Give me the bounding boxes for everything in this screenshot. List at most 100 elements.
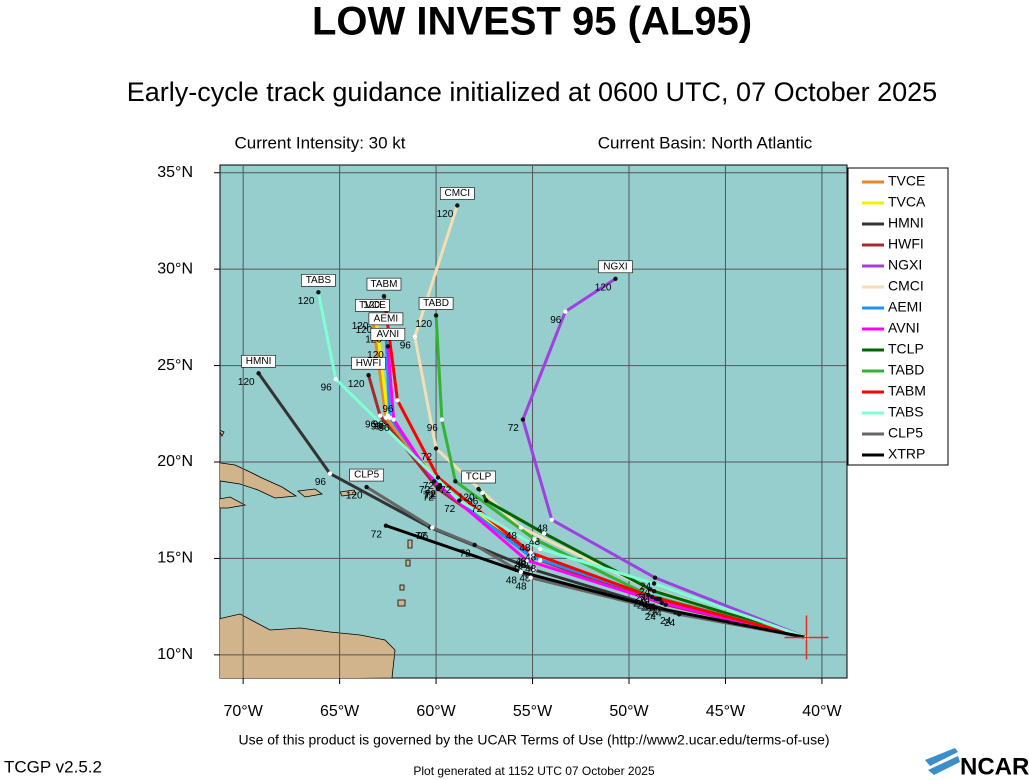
legend-label: TCLP (888, 341, 924, 357)
lead-hour: 72 (421, 452, 433, 463)
legend: TVCE TVCA HMNI HWFI NGXI CMCI AEMI AVNI TCLP TABD… (847, 167, 949, 466)
track-point (563, 309, 568, 314)
lead-hour: 24 (639, 595, 651, 606)
lead-hour: 120 (238, 377, 255, 388)
y-tick-label: 10°N (157, 646, 193, 663)
track-point (395, 398, 400, 403)
legend-label: TABS (888, 404, 924, 420)
legend-label: HWFI (888, 236, 924, 252)
lead-hour: 120 (367, 350, 384, 361)
track-point (532, 567, 537, 573)
track-point (381, 293, 387, 299)
tracks (257, 205, 808, 639)
end-label: TCLP (466, 472, 492, 483)
y-tick-label: 15°N (157, 550, 193, 567)
lead-hour: 96 (417, 531, 429, 542)
end-label-box (461, 470, 496, 484)
lead-hour: 48 (506, 531, 518, 542)
track-point (430, 525, 435, 530)
lead-hour: 72 (419, 485, 431, 496)
track-point (532, 536, 537, 542)
track-point (657, 596, 663, 602)
lead-hour: 96 (400, 340, 412, 351)
track-points: 24487296120TVCE2448729612024487296120HMN… (238, 187, 829, 660)
track-point (649, 594, 655, 600)
legend-label: TABM (888, 383, 926, 399)
lead-hour: 24 (643, 603, 655, 614)
generated: Plot generated at 1152 UTC 07 October 20… (413, 764, 655, 778)
axes: 70°W 65°W 60°W 55°W 50°W 45°W 40°W 10°N 15°N 20°N… (157, 164, 842, 720)
legend-label: TABD (888, 362, 924, 378)
track-line (365, 485, 807, 639)
legend-box (847, 167, 949, 466)
y-tick-label: 20°N (157, 453, 193, 470)
legend-label: NGXI (888, 257, 922, 273)
x-tick-label: 60°W (416, 703, 456, 720)
track-point (383, 523, 389, 528)
track-point (663, 602, 668, 607)
lead-hour: 72 (460, 549, 472, 560)
lead-hour: 96 (427, 423, 439, 434)
track-point (528, 550, 533, 555)
lead-hour: 120 (415, 319, 432, 330)
lead-hour: 120 (298, 296, 315, 307)
track-point (256, 371, 261, 376)
lead-hour: 96 (382, 404, 394, 415)
end-label-box (439, 187, 475, 200)
end-label-box (368, 312, 404, 326)
lead-hour: 96 (371, 421, 383, 432)
end-label-box (349, 468, 384, 482)
intensity: Current Intensity: 30 kt (234, 133, 405, 152)
lead-hour: 72 (425, 491, 437, 502)
track-point (538, 558, 543, 563)
track-point (524, 558, 529, 563)
track-point (364, 484, 369, 490)
end-label-box (355, 299, 390, 312)
lead-hour: 72 (423, 481, 435, 492)
track-point (327, 471, 333, 476)
legend-label: XTRP (888, 446, 925, 462)
lead-hour: 24 (660, 616, 672, 627)
legend-label: TVCE (888, 173, 925, 189)
lead-hour: 96 (375, 421, 387, 432)
lead-hour: 96 (467, 496, 479, 507)
track-point (480, 490, 485, 496)
track-point (455, 203, 460, 208)
end-label-box (366, 277, 402, 291)
end-label-box (301, 273, 336, 287)
track-point (472, 542, 477, 548)
track-point (377, 413, 383, 418)
lead-hour: 96 (379, 423, 391, 434)
track-line (316, 291, 807, 639)
end-label: HWFI (356, 358, 382, 369)
track-point (431, 479, 437, 484)
lead-hour: 72 (371, 529, 383, 540)
track-point (412, 334, 418, 339)
lead-hour: 48 (529, 537, 541, 548)
lead-hour: 24 (645, 612, 657, 623)
x-tick-label: 65°W (320, 703, 360, 720)
track-point (437, 484, 443, 490)
lead-hour: 72 (440, 485, 452, 496)
track-point (385, 344, 391, 349)
x-tick-label: 45°W (706, 703, 746, 720)
lead-hour: 72 (423, 493, 435, 504)
track-point (613, 276, 618, 281)
lead-hour: 48 (517, 558, 529, 569)
track-point (652, 575, 658, 580)
end-label: CLP5 (354, 470, 379, 481)
map-ocean (219, 164, 848, 679)
track-point (476, 486, 481, 492)
lead-hour: 24 (647, 606, 659, 617)
track-point (433, 313, 439, 318)
track-point (518, 525, 524, 530)
end-label: TABM (370, 279, 397, 290)
lead-hour: 72 (471, 504, 483, 515)
version: TCGP v2.5.2 (4, 757, 102, 776)
track-point (439, 417, 445, 422)
lead-hour: 72 (425, 489, 437, 500)
lead-hour: 24 (664, 618, 676, 629)
track-line (385, 524, 807, 639)
track-point (520, 417, 526, 422)
legend-label: CLP5 (888, 425, 923, 441)
